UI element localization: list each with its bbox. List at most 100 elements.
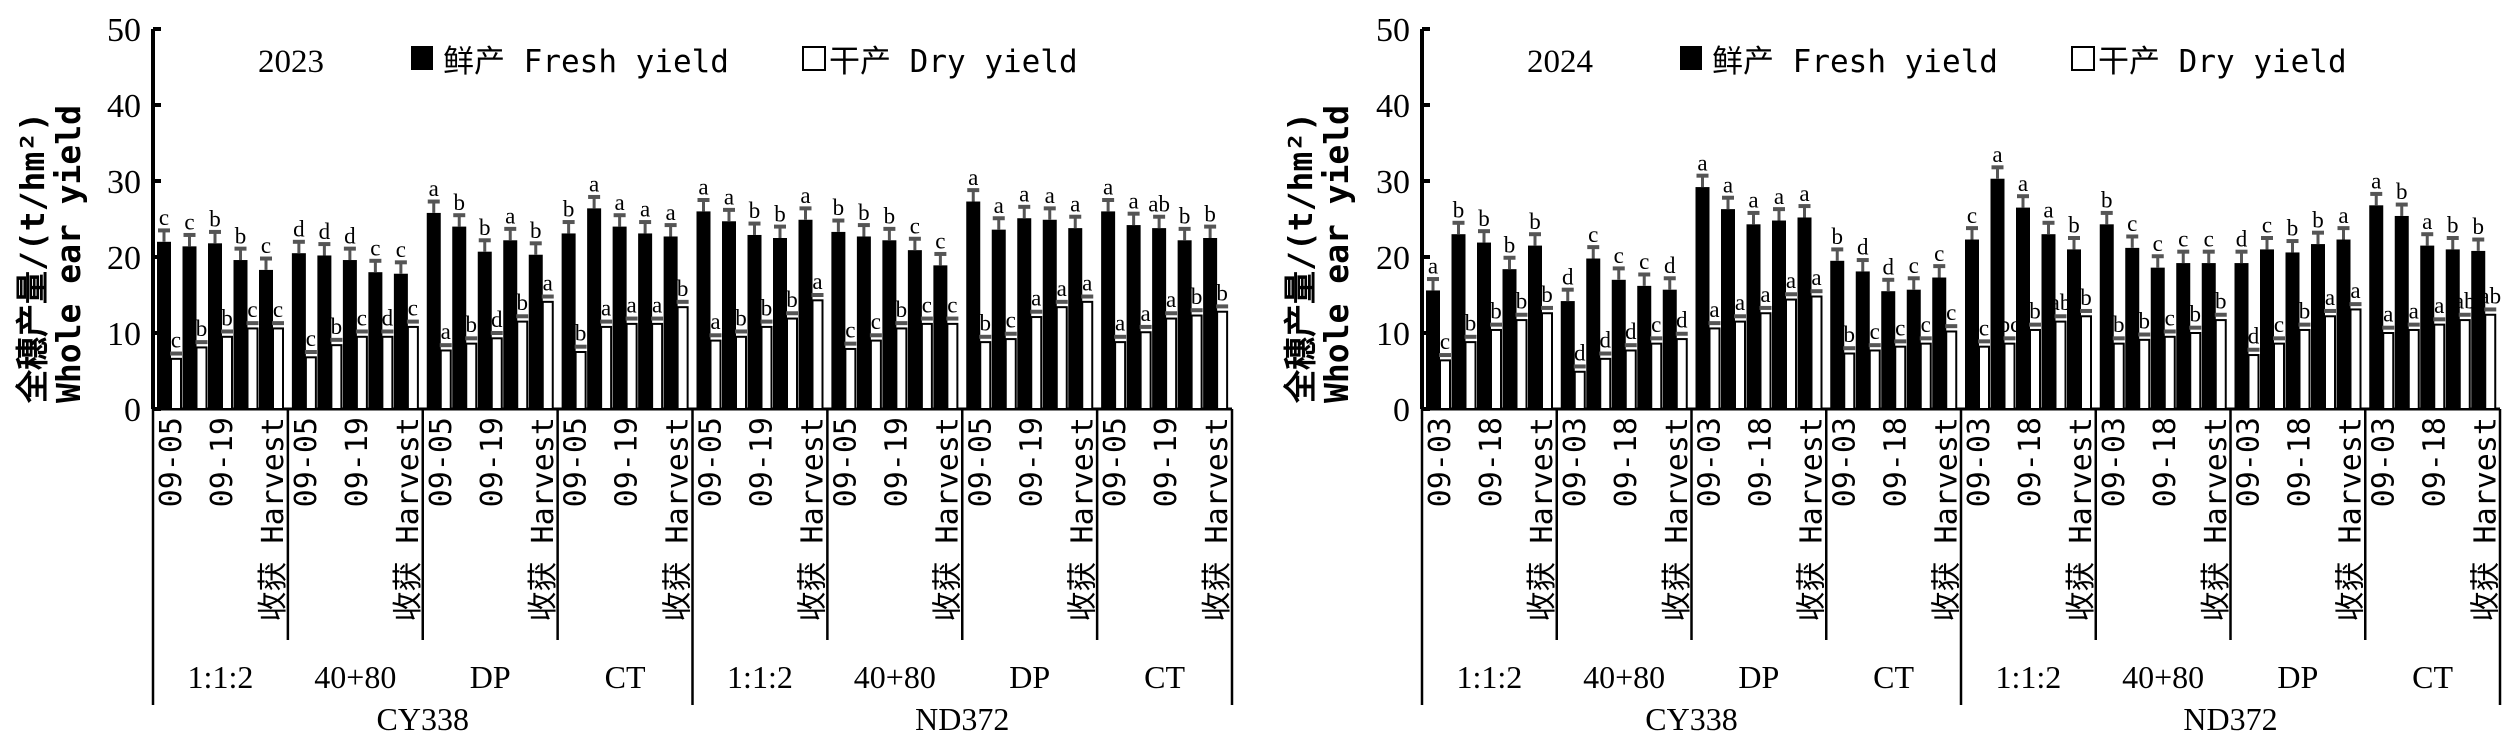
x-date-label: 收获 Harvest [1660, 417, 1695, 622]
dry-bar [1734, 320, 1746, 411]
x-date-label: 09-05 [559, 417, 594, 507]
dry-bar [760, 325, 773, 411]
fresh-bar [2176, 263, 2191, 409]
fresh-significance-letter: b [530, 218, 542, 243]
fresh-significance-letter: c [2262, 213, 2272, 238]
dry-significance-letter: b [677, 276, 689, 301]
dry-significance-letter: b [1216, 280, 1228, 305]
fresh-bar [1560, 301, 1575, 409]
y-tick-label: 40 [1376, 88, 1410, 125]
fresh-significance-letter: c [1967, 203, 1977, 228]
dry-bar [1978, 345, 1990, 410]
fresh-bar [773, 238, 787, 409]
fresh-bar [1990, 178, 2005, 409]
dry-significance-letter: ab [2454, 289, 2476, 314]
fresh-significance-letter: b [1529, 209, 1541, 234]
treatment-label: DP [2277, 659, 2318, 695]
fresh-significance-letter: a [1428, 254, 1438, 279]
dry-significance-letter: a [1141, 301, 1151, 326]
x-date-label: 09-18 [1609, 417, 1644, 507]
fresh-significance-letter: b [2447, 213, 2459, 238]
dry-significance-letter: b [980, 311, 992, 336]
fresh-bar [638, 233, 653, 409]
dry-bar [1599, 357, 1612, 410]
dry-bar [2214, 319, 2227, 410]
dry-bar [2458, 319, 2471, 410]
fresh-bar [2234, 263, 2249, 409]
dry-bar [1894, 345, 1907, 410]
x-date-label: 09-18 [1474, 417, 1509, 507]
treatment-label: 40+80 [2122, 659, 2204, 695]
fresh-bar [663, 236, 678, 409]
dry-significance-letter: c [247, 297, 257, 322]
fresh-significance-letter: c [1588, 222, 1598, 247]
fresh-significance-letter: a [2371, 169, 2381, 194]
x-date-label: 收获 Harvest [796, 417, 831, 622]
dry-significance-letter: b [1191, 284, 1203, 309]
dry-significance-letter: a [1709, 297, 1719, 322]
fresh-bar [1881, 291, 1896, 409]
fresh-significance-letter: c [396, 237, 406, 262]
fresh-bar [1695, 187, 1710, 409]
dry-significance-letter: d [491, 307, 503, 332]
fresh-bar [2150, 267, 2165, 409]
dry-bar [170, 357, 182, 410]
x-date-label: 09-19 [879, 417, 914, 507]
fresh-bar [2041, 234, 2056, 409]
fresh-bar [882, 240, 897, 409]
fresh-significance-letter: a [615, 190, 625, 215]
dry-significance-letter: b [2215, 289, 2227, 314]
dry-bar [1030, 316, 1043, 411]
y-tick-label: 50 [107, 12, 141, 49]
fresh-bar [1068, 228, 1083, 409]
fresh-bar [798, 219, 813, 409]
fresh-significance-letter: a [1748, 188, 1758, 213]
fresh-significance-letter: b [1832, 224, 1844, 249]
fresh-significance-letter: c [184, 210, 194, 235]
treatment-label: CT [1144, 659, 1185, 695]
dry-bar [895, 327, 908, 410]
fresh-bar [1662, 289, 1677, 409]
dry-bar [439, 349, 452, 411]
dry-bar [574, 351, 587, 410]
dry-significance-letter: d [1676, 308, 1688, 333]
dry-bar [221, 335, 233, 410]
fresh-significance-letter: a [589, 172, 599, 197]
y-axis-title-cn: 全穗产量/(t/hm²) [1281, 112, 1320, 404]
treatment-label: 40+80 [854, 659, 936, 695]
fresh-bar [933, 265, 948, 409]
panel-2024: 全穗产量/(t/hm²)Whole ear yield 0 10 20 30 40 50 20… [1281, 12, 2503, 737]
fresh-significance-letter: c [2153, 231, 2163, 256]
dry-significance-letter: c [2274, 312, 2284, 337]
fresh-significance-letter: a [505, 204, 515, 229]
dry-bar [2138, 338, 2151, 410]
fresh-bar [182, 246, 197, 409]
treatment-label: 1:1:2 [1456, 659, 1522, 695]
fresh-significance-letter: d [319, 219, 331, 244]
dry-significance-letter: d [2248, 324, 2260, 349]
dry-bar [406, 325, 419, 411]
fresh-significance-letter: a [1723, 172, 1733, 197]
fresh-bar [2311, 244, 2325, 409]
fresh-significance-letter: b [2068, 213, 2080, 238]
x-date-label: 收获 Harvest [1795, 417, 1830, 622]
fresh-bar [1637, 285, 1652, 409]
x-date-label: 09-19 [745, 417, 780, 507]
fresh-bar [1611, 279, 1626, 409]
dry-bar [272, 327, 284, 410]
fresh-bar [561, 233, 576, 409]
dry-bar [735, 335, 747, 410]
fresh-bar [1451, 234, 1466, 409]
fresh-significance-letter: a [1019, 182, 1029, 207]
dry-significance-letter: a [601, 296, 611, 321]
fresh-bar [1906, 289, 1921, 409]
fresh-significance-letter: d [1883, 254, 1895, 279]
fresh-significance-letter: a [1697, 150, 1707, 175]
y-tick-label: 30 [1376, 164, 1410, 201]
fresh-significance-letter: b [1478, 206, 1490, 231]
fresh-bar [2125, 247, 2140, 409]
fresh-bar [1586, 258, 1601, 409]
dry-significance-letter: d [382, 305, 394, 330]
dry-significance-letter: c [2165, 305, 2175, 330]
fresh-significance-letter: a [698, 175, 708, 200]
